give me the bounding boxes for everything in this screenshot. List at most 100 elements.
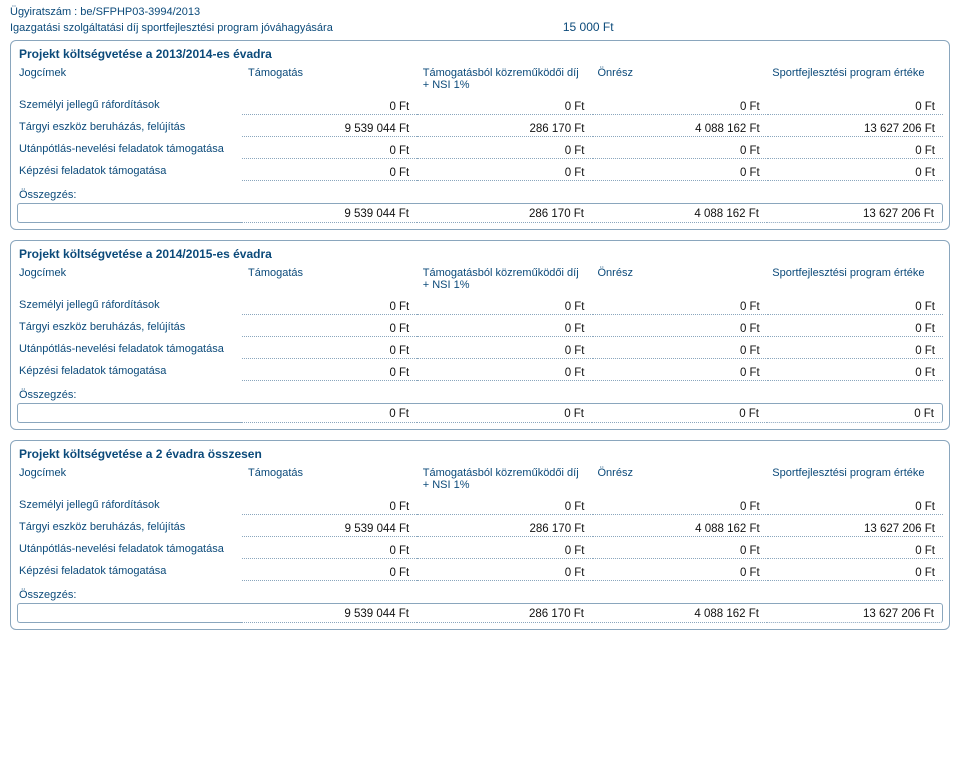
- cell-value: 0 Ft: [417, 298, 592, 315]
- summary-cell: 0 Ft: [242, 403, 417, 423]
- row-label: Utánpótlás-nevelési feladatok támogatása: [17, 141, 242, 159]
- cell-value: 0 Ft: [417, 142, 592, 159]
- col-header: Sportfejlesztési program értéke: [768, 467, 943, 491]
- cell-value: 4 088 162 Ft: [593, 520, 768, 537]
- cell-value: 0 Ft: [768, 342, 943, 359]
- summary-row: 9 539 044 Ft286 170 Ft4 088 162 Ft13 627…: [17, 203, 943, 223]
- cell-value: 0 Ft: [417, 164, 592, 181]
- col-header: Támogatásból közreműködői díj + NSI 1%: [419, 67, 594, 91]
- cell-value: 0 Ft: [768, 142, 943, 159]
- cell-value: 0 Ft: [242, 542, 417, 559]
- summary-cell: 4 088 162 Ft: [592, 203, 767, 223]
- summary-cell: 9 539 044 Ft: [242, 603, 417, 623]
- cell-value: 0 Ft: [417, 498, 592, 515]
- cell-value: 286 170 Ft: [417, 120, 592, 137]
- row-label: Képzési feladatok támogatása: [17, 563, 242, 581]
- cell-value: 0 Ft: [593, 142, 768, 159]
- summary-cell: 9 539 044 Ft: [242, 203, 417, 223]
- document-fee: 15 000 Ft: [563, 20, 614, 34]
- summary-cell: 13 627 206 Ft: [767, 203, 943, 223]
- summary-cell: 0 Ft: [417, 403, 592, 423]
- summary-cell: 286 170 Ft: [417, 603, 592, 623]
- document-title-row: Igazgatási szolgáltatási díj sportfejles…: [10, 20, 950, 34]
- cell-value: 0 Ft: [242, 320, 417, 337]
- col-header-jogcimek: Jogcímek: [19, 267, 244, 291]
- table-row: Személyi jellegű ráfordítások0 Ft0 Ft0 F…: [17, 295, 943, 317]
- panel-title: Projekt költségvetése a 2013/2014-es éva…: [17, 45, 943, 67]
- cell-value: 0 Ft: [242, 564, 417, 581]
- summary-row: 0 Ft0 Ft0 Ft0 Ft: [17, 403, 943, 423]
- panel-title: Projekt költségvetése a 2014/2015-es éva…: [17, 245, 943, 267]
- cell-value: 0 Ft: [242, 498, 417, 515]
- col-header: Sportfejlesztési program értéke: [768, 67, 943, 91]
- cell-value: 0 Ft: [593, 364, 768, 381]
- cell-value: 0 Ft: [593, 564, 768, 581]
- cell-value: 13 627 206 Ft: [768, 120, 943, 137]
- row-label: Tárgyi eszköz beruházás, felújítás: [17, 319, 242, 337]
- cell-value: 0 Ft: [593, 164, 768, 181]
- summary-empty: [17, 403, 242, 423]
- row-label: Képzési feladatok támogatása: [17, 163, 242, 181]
- cell-value: 0 Ft: [768, 498, 943, 515]
- table-row: Utánpótlás-nevelési feladatok támogatása…: [17, 539, 943, 561]
- cell-value: 0 Ft: [417, 364, 592, 381]
- col-header: Támogatás: [244, 467, 419, 491]
- table-row: Utánpótlás-nevelési feladatok támogatása…: [17, 139, 943, 161]
- cell-value: 0 Ft: [417, 98, 592, 115]
- table-row: Tárgyi eszköz beruházás, felújítás9 539 …: [17, 517, 943, 539]
- col-header: Önrész: [594, 267, 769, 291]
- cell-value: 0 Ft: [242, 364, 417, 381]
- cell-value: 9 539 044 Ft: [242, 520, 417, 537]
- summary-label: Összegzés:: [17, 183, 943, 203]
- summary-cell: 4 088 162 Ft: [592, 603, 767, 623]
- cell-value: 0 Ft: [593, 542, 768, 559]
- table-header: JogcímekTámogatásTámogatásból közreműköd…: [17, 267, 943, 295]
- cell-value: 13 627 206 Ft: [768, 520, 943, 537]
- cell-value: 0 Ft: [417, 564, 592, 581]
- summary-row: 9 539 044 Ft286 170 Ft4 088 162 Ft13 627…: [17, 603, 943, 623]
- col-header: Önrész: [594, 67, 769, 91]
- table-row: Képzési feladatok támogatása0 Ft0 Ft0 Ft…: [17, 361, 943, 383]
- cell-value: 0 Ft: [242, 98, 417, 115]
- cell-value: 0 Ft: [242, 342, 417, 359]
- row-label: Tárgyi eszköz beruházás, felújítás: [17, 519, 242, 537]
- col-header: Támogatásból közreműködői díj + NSI 1%: [419, 467, 594, 491]
- cell-value: 0 Ft: [593, 98, 768, 115]
- cell-value: 0 Ft: [242, 298, 417, 315]
- cell-value: 0 Ft: [593, 320, 768, 337]
- row-label: Tárgyi eszköz beruházás, felújítás: [17, 119, 242, 137]
- budget-panel: Projekt költségvetése a 2014/2015-es éva…: [10, 240, 950, 430]
- table-row: Tárgyi eszköz beruházás, felújítás0 Ft0 …: [17, 317, 943, 339]
- table-header: JogcímekTámogatásTámogatásból közreműköd…: [17, 67, 943, 95]
- table-row: Utánpótlás-nevelési feladatok támogatása…: [17, 339, 943, 361]
- cell-value: 0 Ft: [768, 542, 943, 559]
- col-header-jogcimek: Jogcímek: [19, 467, 244, 491]
- budget-panel: Projekt költségvetése a 2 évadra összese…: [10, 440, 950, 630]
- cell-value: 0 Ft: [417, 342, 592, 359]
- cell-value: 0 Ft: [768, 564, 943, 581]
- summary-cell: 286 170 Ft: [417, 203, 592, 223]
- cell-value: 0 Ft: [768, 364, 943, 381]
- cell-value: 0 Ft: [417, 542, 592, 559]
- table-row: Személyi jellegű ráfordítások0 Ft0 Ft0 F…: [17, 95, 943, 117]
- summary-empty: [17, 603, 242, 623]
- cell-value: 0 Ft: [593, 342, 768, 359]
- col-header: Önrész: [594, 467, 769, 491]
- cell-value: 0 Ft: [768, 320, 943, 337]
- table-row: Képzési feladatok támogatása0 Ft0 Ft0 Ft…: [17, 161, 943, 183]
- cell-value: 4 088 162 Ft: [593, 120, 768, 137]
- cell-value: 0 Ft: [593, 498, 768, 515]
- cell-value: 0 Ft: [242, 164, 417, 181]
- cell-value: 0 Ft: [593, 298, 768, 315]
- summary-empty: [17, 203, 242, 223]
- document-id: Ügyiratszám : be/SFPHP03-3994/2013: [10, 6, 950, 18]
- budget-panel: Projekt költségvetése a 2013/2014-es éva…: [10, 40, 950, 230]
- cell-value: 9 539 044 Ft: [242, 120, 417, 137]
- summary-cell: 13 627 206 Ft: [767, 603, 943, 623]
- summary-cell: 0 Ft: [592, 403, 767, 423]
- col-header: Támogatás: [244, 267, 419, 291]
- col-header: Sportfejlesztési program értéke: [768, 267, 943, 291]
- table-row: Képzési feladatok támogatása0 Ft0 Ft0 Ft…: [17, 561, 943, 583]
- col-header: Támogatásból közreműködői díj + NSI 1%: [419, 267, 594, 291]
- col-header-jogcimek: Jogcímek: [19, 67, 244, 91]
